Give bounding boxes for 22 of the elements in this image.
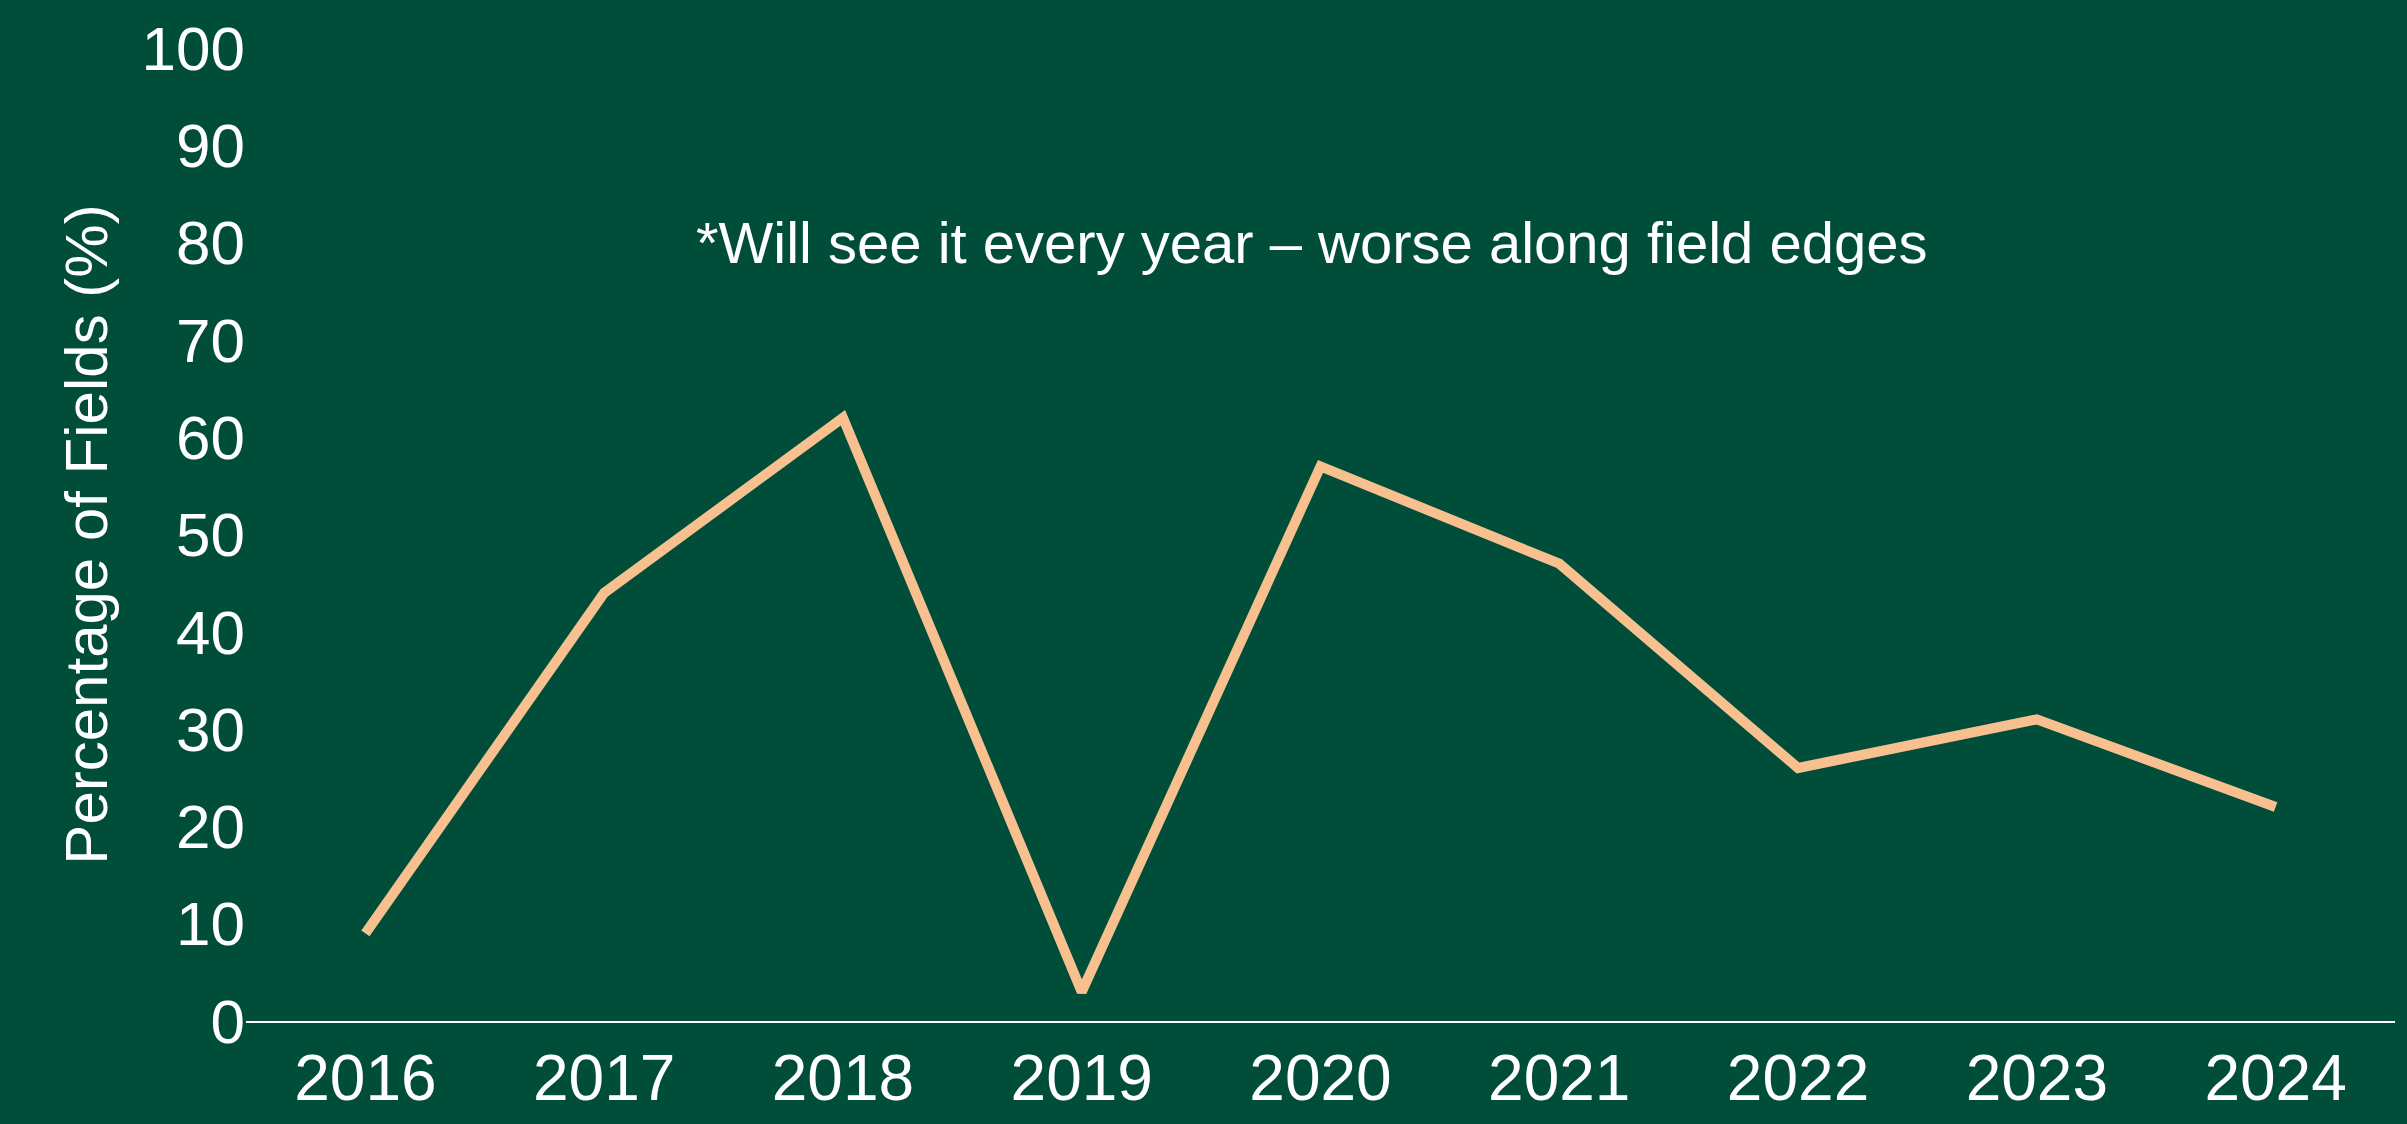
y-tick-label: 100	[141, 13, 245, 83]
x-tick-label: 2023	[1965, 1041, 2109, 1114]
x-tick-label: 2024	[2204, 1041, 2347, 1114]
y-tick-label: 90	[176, 111, 245, 180]
y-axis-title: Percentage of Fields (%)	[53, 204, 121, 865]
y-tick-label: 80	[176, 208, 245, 278]
x-tick-label: 2022	[1726, 1041, 1870, 1114]
y-tick-label: 40	[176, 597, 245, 667]
y-tick-label: 30	[176, 694, 245, 764]
x-tick-label: 2016	[294, 1041, 437, 1114]
x-tick-label: 2020	[1249, 1041, 1392, 1114]
x-tick-label: 2018	[771, 1041, 915, 1114]
x-tick-label: 2019	[1010, 1041, 1153, 1114]
x-tick-label: 2021	[1488, 1041, 1631, 1114]
y-tick-label: 10	[176, 889, 245, 959]
y-tick-label: 0	[210, 986, 245, 1056]
y-tick-label: 50	[176, 500, 245, 570]
y-tick-label: 20	[176, 792, 245, 862]
y-tick-label: 70	[176, 305, 245, 375]
y-tick-label: 60	[176, 402, 245, 472]
annotation: *Will see it every year – worse along field edges	[696, 210, 1928, 275]
x-tick-label: 2017	[532, 1041, 676, 1114]
